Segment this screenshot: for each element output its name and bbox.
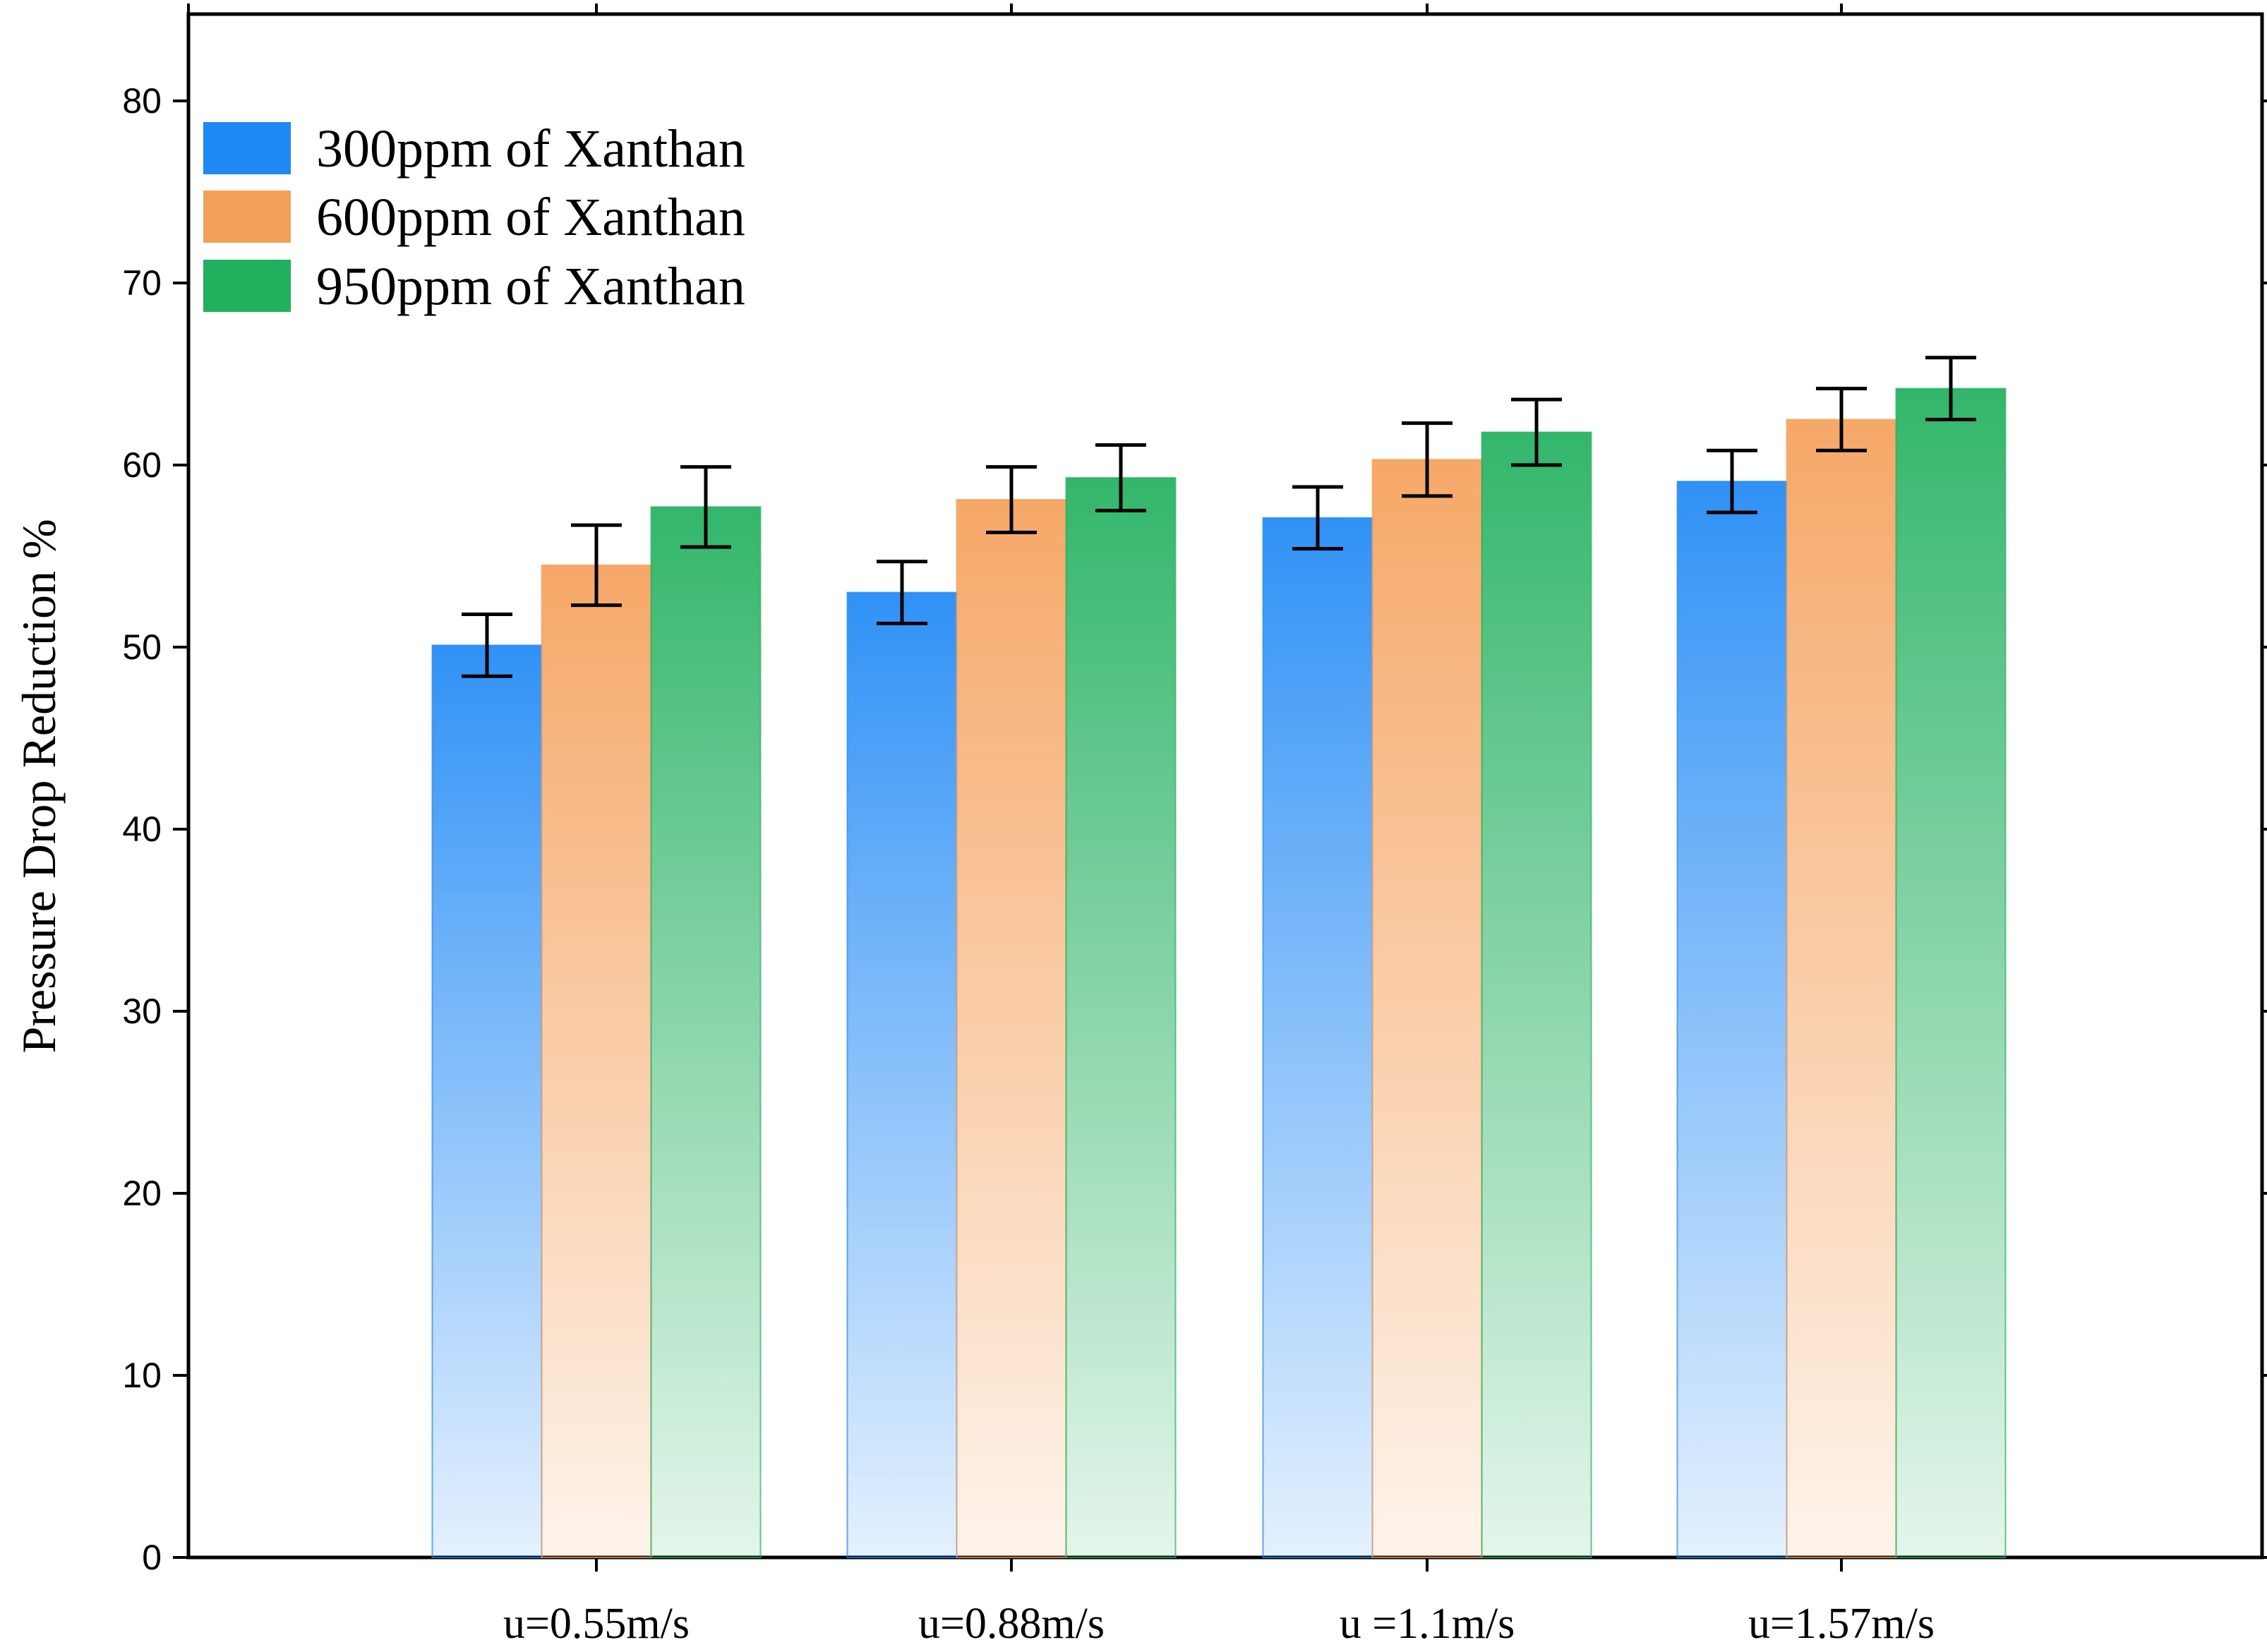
error-bar — [877, 560, 927, 625]
y-tick-label: 70 — [122, 263, 162, 303]
y-tick-label: 30 — [122, 991, 162, 1031]
x-tick-label: u=1.57m/s — [1748, 1600, 1935, 1648]
y-axis-title: Pressure Drop Reduction % — [12, 519, 66, 1053]
legend-label: 600ppm of Xanthan — [316, 188, 745, 247]
legend-label: 300ppm of Xanthan — [316, 119, 745, 179]
error-bar — [462, 613, 512, 678]
error-bar — [1816, 387, 1867, 452]
bar — [1895, 387, 2007, 1558]
x-tick-label: u =1.1m/s — [1340, 1600, 1515, 1648]
y-tick-label: 20 — [122, 1174, 162, 1213]
x-tick-label: u=0.88m/s — [918, 1600, 1105, 1648]
legend-swatch — [203, 260, 291, 312]
x-tick-label: u=0.55m/s — [503, 1600, 690, 1648]
error-bar — [1292, 485, 1343, 551]
y-tick-label: 60 — [122, 445, 162, 485]
bar — [1786, 418, 1897, 1558]
bar — [1676, 481, 1788, 1558]
error-bar — [1511, 397, 1562, 467]
bar — [1481, 431, 1592, 1558]
bar — [1065, 477, 1177, 1558]
y-tick-label: 0 — [142, 1538, 162, 1577]
y-tick-label: 40 — [122, 809, 162, 849]
y-tick-label: 50 — [122, 627, 162, 667]
bar — [1262, 517, 1373, 1559]
bar — [956, 499, 1067, 1558]
legend-label: 950ppm of Xanthan — [316, 257, 745, 316]
legend-swatch — [203, 191, 291, 243]
error-bar — [1095, 443, 1146, 512]
error-bars-group — [462, 356, 1976, 678]
legend-swatch — [203, 122, 291, 174]
x-axis: u=0.55m/s u=0.88m/s u =1.1m/s u=1.57m/s — [503, 1557, 1935, 1648]
error-bar — [571, 523, 622, 608]
error-bar — [1402, 421, 1453, 498]
y-tick-label: 80 — [122, 81, 162, 121]
bars-group — [431, 387, 2007, 1559]
error-bar — [1707, 448, 1757, 514]
y-tick-label: 10 — [122, 1356, 162, 1395]
bar — [1371, 459, 1483, 1558]
legend: 300ppm of Xanthan 600ppm of Xanthan 950ppm… — [203, 119, 745, 316]
bar — [541, 564, 652, 1558]
error-bar — [986, 465, 1037, 534]
bar — [650, 506, 762, 1559]
bar — [431, 644, 543, 1558]
bar — [846, 591, 958, 1558]
error-bar — [1925, 356, 1976, 421]
error-bar — [680, 465, 731, 549]
y-axis: 0 10 20 30 40 50 60 70 80 — [122, 4, 2267, 1577]
plot-frame — [186, 12, 2264, 1560]
